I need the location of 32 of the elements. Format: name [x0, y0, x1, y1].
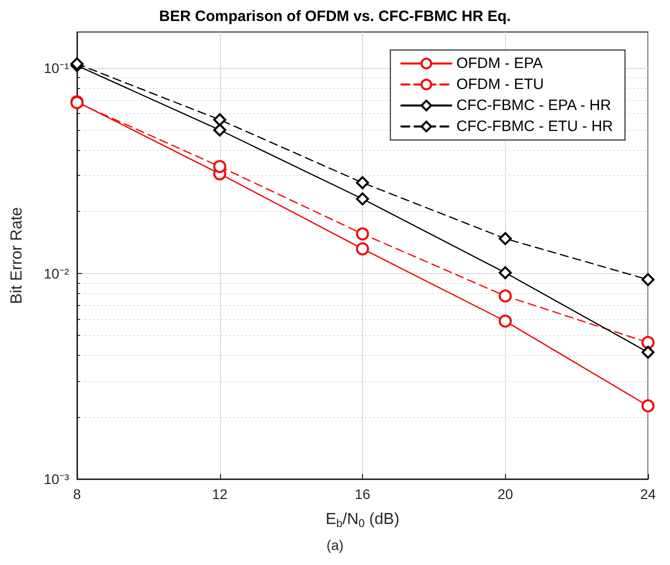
- x-tick-label: 8: [73, 486, 82, 502]
- legend-label: OFDM - EPA: [456, 55, 543, 72]
- text: (a): [326, 537, 344, 553]
- point: [213, 160, 226, 174]
- legend-label: CFC-FBMC - ETU - HR: [456, 118, 614, 135]
- y-tick-label: 10⁻²: [44, 266, 70, 282]
- y-axis-title: Bit Error Rate: [8, 206, 26, 304]
- x-tick-label: 16: [354, 486, 370, 502]
- point: [356, 192, 369, 206]
- y-tick-label: 10⁻³: [44, 471, 70, 487]
- point: [642, 336, 654, 349]
- point: [642, 346, 654, 359]
- point: [498, 266, 512, 280]
- point: [642, 273, 654, 286]
- x-tick-label: 24: [640, 486, 656, 502]
- y-tick-label: 10⁻¹: [44, 60, 70, 76]
- point: [498, 314, 512, 328]
- point: [498, 289, 512, 302]
- legend-label: OFDM - ETU: [456, 76, 544, 93]
- point: [70, 57, 84, 70]
- legend-label: CFC-FBMC - EPA - HR: [456, 97, 612, 114]
- point: [213, 113, 226, 126]
- point: [498, 232, 512, 246]
- point: [213, 124, 226, 137]
- point: [356, 176, 369, 190]
- x-tick-label: 20: [497, 486, 514, 502]
- chart-title: BER Comparison of OFDM vs. CFC-FBMC HR Eq.: [159, 8, 511, 25]
- x-tick-label: 12: [212, 486, 228, 502]
- point: [356, 242, 369, 256]
- point: [642, 399, 654, 412]
- point: [356, 227, 369, 240]
- point: [70, 96, 84, 110]
